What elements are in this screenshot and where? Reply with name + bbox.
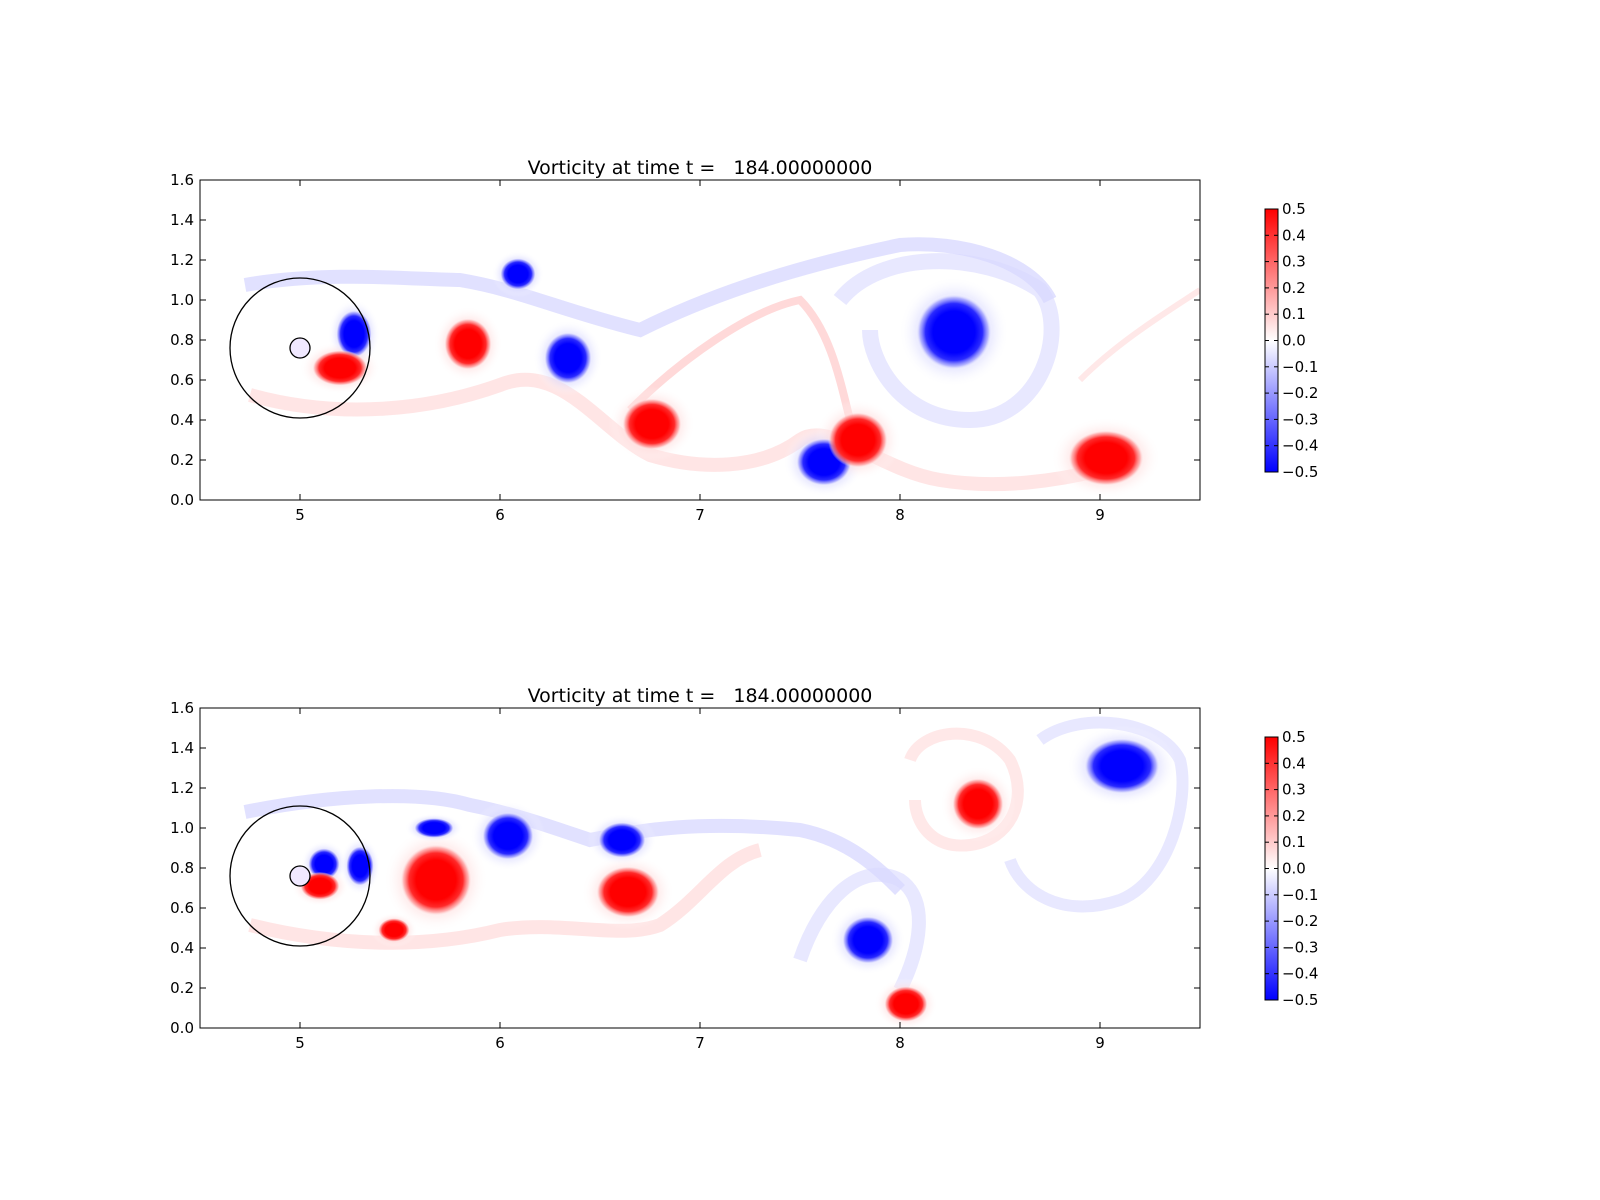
- colorbar-tick-label: 0.2: [1282, 807, 1306, 825]
- vortex-positive: [378, 918, 410, 942]
- y-tick-label: 1.2: [170, 251, 194, 269]
- colorbar-tick-label: 0.1: [1282, 305, 1306, 323]
- vortex-positive: [952, 778, 1004, 830]
- vortex-negative: [414, 818, 454, 838]
- y-tick-label: 1.4: [170, 211, 194, 229]
- plot-panel-bottom: Vorticity at time t = 184.00000000 5 6 7 8 9…: [170, 685, 1318, 1052]
- x-tick-label: 9: [1095, 506, 1105, 524]
- vortex-positive: [596, 866, 660, 918]
- y-tick-label: 1.2: [170, 779, 194, 797]
- x-tick-label: 6: [495, 506, 505, 524]
- x-tick-label: 9: [1095, 1034, 1105, 1052]
- y-tick-label: 0.4: [170, 411, 194, 429]
- y-tick-label: 1.0: [170, 291, 194, 309]
- colorbar-tick-label: −0.5: [1282, 463, 1318, 481]
- colorbar-top: 0.5 0.4 0.3 0.2 0.1 0.0 −0.1 −0.2 −0.3 −0.4 −0.5: [1265, 200, 1318, 481]
- cylinder: [290, 866, 310, 886]
- x-tick-label: 8: [895, 506, 905, 524]
- colorbar-tick-label: −0.3: [1282, 938, 1318, 956]
- y-tick-label: 0.8: [170, 859, 194, 877]
- y-tick-label: 0.0: [170, 491, 194, 509]
- x-tick-label: 7: [695, 1034, 705, 1052]
- plot-title-bottom: Vorticity at time t = 184.00000000: [528, 685, 873, 707]
- x-tick-label: 7: [695, 506, 705, 524]
- vortex-positive: [444, 318, 492, 370]
- y-tick-label: 1.4: [170, 739, 194, 757]
- x-tick-label: 8: [895, 1034, 905, 1052]
- vortex-negative: [1084, 738, 1160, 794]
- y-tick-label: 0.6: [170, 899, 194, 917]
- vortex-negative: [916, 294, 992, 370]
- colorbar-bottom: 0.5 0.4 0.3 0.2 0.1 0.0 −0.1 −0.2 −0.3 −0.4 −0.5: [1265, 728, 1318, 1009]
- y-tick-label: 1.6: [170, 171, 194, 189]
- colorbar-tick-label: −0.3: [1282, 410, 1318, 428]
- colorbar-tick-label: −0.4: [1282, 437, 1318, 455]
- y-tick-label: 1.0: [170, 819, 194, 837]
- plot-panel-top: Vorticity at time t = 184.00000000 5 6 7 8 9…: [170, 157, 1318, 524]
- colorbar-tick-label: −0.2: [1282, 912, 1318, 930]
- colorbar-tick-label: 0.0: [1282, 860, 1306, 878]
- colorbar-tick-label: 0.3: [1282, 253, 1306, 271]
- vortex-positive: [312, 350, 368, 386]
- x-tick-label: 6: [495, 1034, 505, 1052]
- vortex-negative: [544, 332, 592, 384]
- colorbar-tick-label: 0.3: [1282, 781, 1306, 799]
- colorbar-tick-label: −0.1: [1282, 886, 1318, 904]
- y-tick-label: 0.8: [170, 331, 194, 349]
- y-tick-label: 0.4: [170, 939, 194, 957]
- y-tick-label: 0.2: [170, 451, 194, 469]
- colorbar-tick-label: −0.4: [1282, 965, 1318, 983]
- colorbar-tick-label: 0.5: [1282, 728, 1306, 746]
- colorbar-tick-label: 0.0: [1282, 332, 1306, 350]
- vortex-negative: [500, 258, 536, 290]
- vortex-positive: [400, 844, 472, 916]
- plot-title-top: Vorticity at time t = 184.00000000: [528, 157, 873, 179]
- colorbar-tick-label: 0.4: [1282, 226, 1306, 244]
- vortex-negative: [598, 822, 646, 858]
- vortex-positive: [622, 398, 682, 450]
- vortex-positive: [828, 412, 888, 468]
- vortex-positive: [884, 986, 928, 1022]
- colorbar-tick-label: −0.5: [1282, 991, 1318, 1009]
- x-tick-label: 5: [295, 1034, 305, 1052]
- y-tick-label: 1.6: [170, 699, 194, 717]
- colorbar-tick-label: 0.5: [1282, 200, 1306, 218]
- colorbar-tick-label: −0.1: [1282, 358, 1318, 376]
- colorbar-tick-label: −0.2: [1282, 384, 1318, 402]
- y-tick-label: 0.2: [170, 979, 194, 997]
- colorbar-tick-label: 0.1: [1282, 833, 1306, 851]
- vortex-negative: [842, 916, 894, 964]
- y-tick-label: 0.6: [170, 371, 194, 389]
- colorbar-tick-label: 0.2: [1282, 279, 1306, 297]
- y-tick-label: 0.0: [170, 1019, 194, 1037]
- x-tick-label: 5: [295, 506, 305, 524]
- vortex-negative: [482, 812, 534, 860]
- cylinder: [290, 338, 310, 358]
- colorbar-tick-label: 0.4: [1282, 754, 1306, 772]
- vortex-positive: [1068, 430, 1144, 486]
